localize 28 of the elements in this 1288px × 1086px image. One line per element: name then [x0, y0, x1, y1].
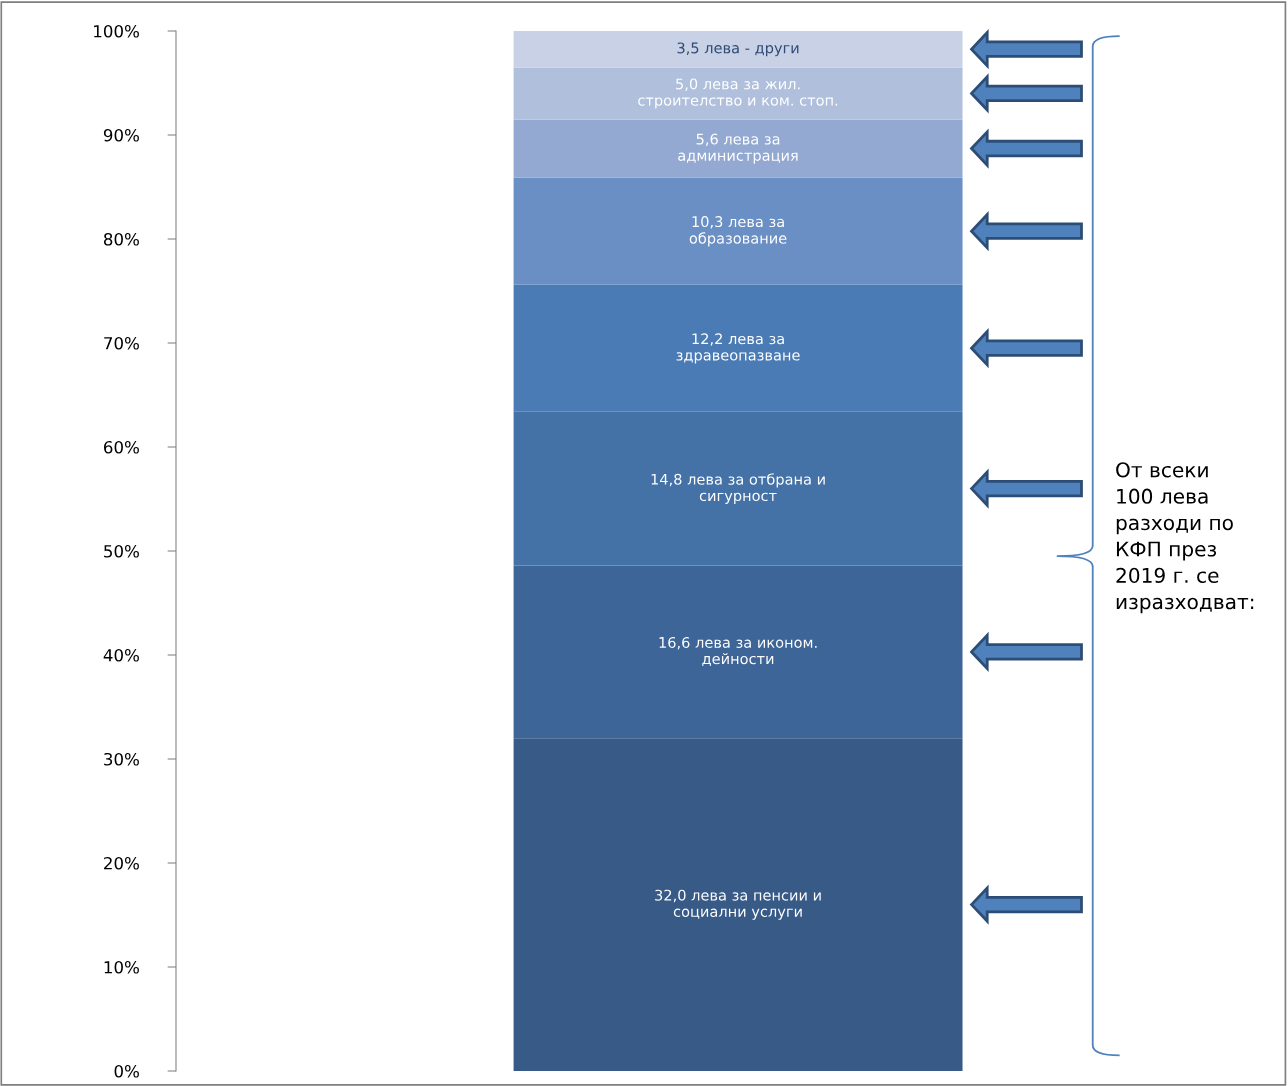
y-tick-label: 70% — [104, 336, 139, 350]
bar — [513, 738, 963, 1071]
y-tick-label: 30% — [104, 752, 139, 766]
y-tick-label: 80% — [103, 232, 139, 246]
series-label: 14,8 лева за отбрана и сигурност — [651, 473, 825, 504]
y-tick-label: 60% — [104, 440, 139, 454]
bar — [513, 411, 963, 566]
y-tick-label: 0% — [114, 1064, 139, 1078]
series-label: 5,6 лева за администрация — [678, 133, 798, 164]
y-tick-label: 50% — [104, 544, 139, 558]
series-label: 3,5 лева - други — [677, 42, 799, 57]
series-label: 16,6 лева за иконом. дейности — [659, 636, 817, 667]
text: От всеки 100 лева разходи по КФП през 2019 г. се изразходват: — [1116, 462, 1254, 614]
bar — [513, 119, 963, 178]
bar — [513, 565, 963, 739]
bar — [513, 31, 963, 68]
bar — [513, 284, 963, 412]
y-tick-label: 20% — [104, 856, 139, 870]
series-label: 5,0 лева за жил. строителство и ком. стоп. — [638, 78, 838, 109]
series-label: 10,3 лева за образование — [689, 216, 787, 247]
series-label: 32,0 лева за пенсии и социални услуги — [655, 889, 821, 920]
y-tick-label: 10% — [104, 960, 139, 974]
series-label: 12,2 лева за здравеопазване — [676, 333, 800, 364]
y-tick-label: 40% — [103, 648, 139, 662]
y-tick-label: 100% — [94, 24, 139, 38]
y-tick-label: 90% — [103, 128, 139, 142]
bar — [513, 67, 963, 120]
bar — [513, 177, 963, 285]
